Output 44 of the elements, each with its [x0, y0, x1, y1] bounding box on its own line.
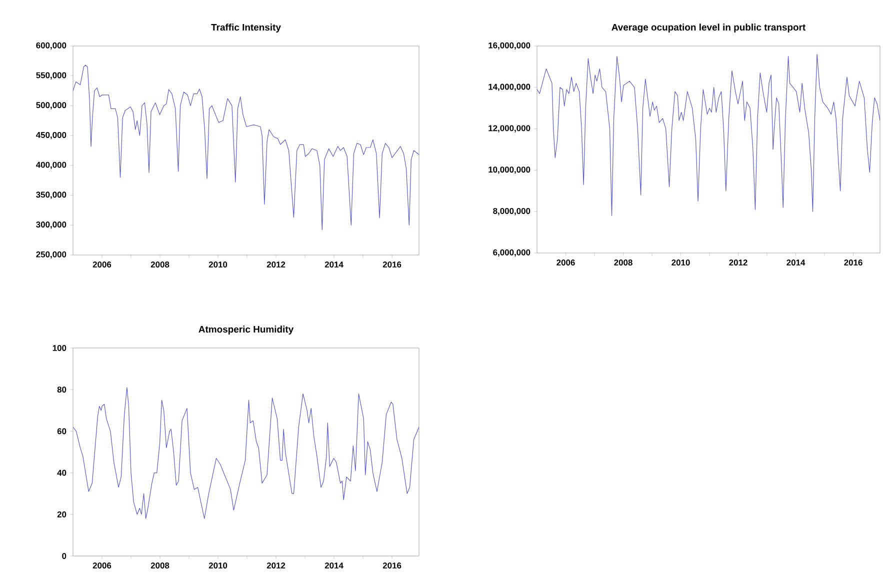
x-tick-label: 2014 [324, 262, 344, 268]
x-tick-label: 2014 [786, 260, 806, 266]
y-tick-label: 12,000,000 [488, 125, 530, 132]
y-tick-label: 8,000,000 [493, 208, 530, 216]
x-tick-label: 2012 [266, 262, 286, 268]
line-series [73, 64, 420, 230]
x-tick-label: 2010 [208, 562, 228, 569]
y-tick-label: 60 [57, 428, 66, 434]
x-tick-label: 2008 [614, 260, 632, 266]
y-tick-label: 450,000 [36, 132, 66, 140]
y-tick-label: 300,000 [36, 222, 66, 229]
y-tick-label: 0 [62, 553, 66, 559]
x-tick-label: 2006 [92, 262, 112, 268]
y-tick-label: 400,000 [36, 162, 66, 170]
y-tick-label: 14,000,000 [488, 84, 530, 92]
x-tick-label: 2006 [92, 562, 112, 569]
y-tick-label: 80 [57, 386, 66, 393]
y-tick-label: 600,000 [36, 42, 66, 50]
x-tick-label: 2010 [208, 262, 228, 268]
x-tick-label: 2012 [266, 562, 286, 569]
chart-title: Traffic Intensity [211, 24, 281, 32]
x-tick-label: 2008 [150, 562, 170, 569]
chart-title: Atmosperic Humidity [198, 326, 294, 335]
y-tick-label: 500,000 [36, 102, 66, 110]
x-tick-label: 2010 [672, 260, 690, 266]
x-tick-label: 2012 [729, 260, 748, 266]
x-tick-label: 2016 [382, 262, 402, 268]
x-tick-label: 2016 [844, 260, 862, 266]
y-tick-label: 550,000 [36, 72, 66, 80]
y-tick-label: 20 [57, 511, 66, 518]
line-series [537, 54, 880, 216]
y-tick-label: 250,000 [36, 251, 66, 259]
x-tick-label: 2006 [556, 260, 575, 266]
y-tick-label: 10,000,000 [488, 166, 530, 174]
y-tick-label: 16,000,000 [488, 42, 530, 50]
y-tick-label: 100 [52, 345, 66, 351]
y-tick-label: 40 [57, 470, 66, 476]
x-tick-label: 2016 [382, 562, 402, 569]
y-tick-label: 6,000,000 [493, 249, 530, 257]
x-tick-label: 2008 [150, 262, 170, 268]
line-series [73, 387, 420, 519]
y-tick-label: 350,000 [36, 192, 66, 199]
x-tick-label: 2014 [324, 562, 344, 569]
chart-title: Average ocupation level in public transport [612, 24, 806, 32]
